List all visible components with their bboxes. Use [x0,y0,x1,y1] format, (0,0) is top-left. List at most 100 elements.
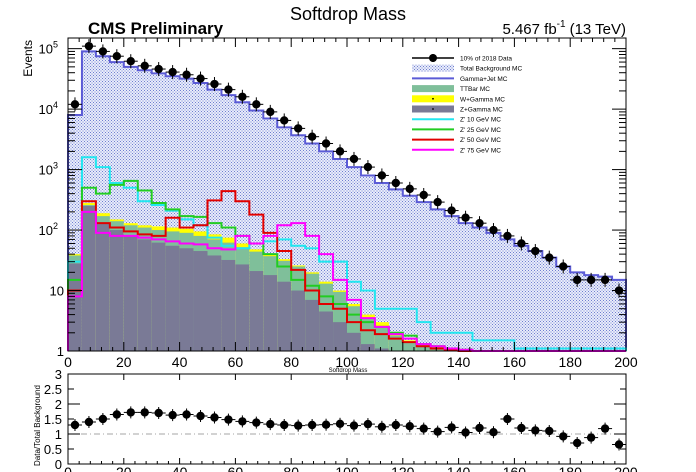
total-background-bin [514,245,529,351]
data-point [333,144,347,159]
ratio-plot-frame [67,373,627,465]
data-point [263,104,278,119]
z-gamma-mc-bin [333,322,348,351]
z-gamma-mc-bin [95,223,111,351]
data-point [514,236,529,251]
data-point [374,168,389,183]
legend-label: Z' 25 GeV MC [460,127,501,134]
data-point [81,39,96,54]
y-tick-label: 1 [57,344,64,359]
total-background-bin [458,223,473,351]
data-point [430,195,445,210]
ratio-x-tick-label: 60 [228,464,244,472]
ratio-point [221,413,236,426]
legend-label: Z+Gamma MC [460,107,503,114]
z-75-gev-mc-line [67,210,626,352]
z-gamma-mc-bin [221,259,236,351]
total-background-bin [598,276,613,351]
data-point [123,54,138,69]
x-tick-label: 60 [228,354,244,370]
chart-title: Softdrop Mass [290,4,406,24]
z-gamma-mc-bin [179,248,194,351]
total-background-bin [430,209,445,351]
ratio-point [444,421,459,434]
x-tick-label: 80 [283,354,299,370]
ratio-y-axis-label: Data/Total Background [33,385,42,466]
ratio-point [165,409,180,422]
legend-entry: Total Background MC [412,64,522,73]
z-gamma-mc-bin [374,348,390,351]
x-tick-label: 180 [559,354,583,370]
ratio-point [472,422,487,434]
x-tick-label: 0 [64,354,72,370]
ratio-x-tick-label: 140 [447,464,471,472]
experiment-label: CMS Preliminary [88,19,224,38]
data-point [235,89,250,104]
z-gamma-mc-bin [109,230,125,351]
ratio-point [95,413,110,425]
data-point [598,272,613,287]
z-gamma-mc-bin [249,271,264,351]
lumi-value: 5.467 fb [502,21,556,38]
total-background-bin [472,227,487,351]
data-point [402,181,417,196]
x-tick-label: 160 [503,354,527,370]
x-tick-label: 120 [391,354,415,370]
data-point [95,44,110,59]
main-plot: 0 20 40 60 80 100 120 140 160 180 200 1 10 102 103 104 1… [21,37,638,374]
legend-label: Z' 75 GeV MC [460,147,501,154]
data-point [388,176,403,191]
legend-label: 10% of 2018 Data [460,56,512,63]
legend-entry: W+Gamma MC [412,95,505,103]
data-point [542,250,557,265]
total-background-bin [360,175,376,351]
total-background-bin [402,195,418,351]
ratio-point [263,418,278,431]
x-tick-label: 20 [116,354,132,370]
z-gamma-mc-bin [291,290,306,351]
ratio-point [570,437,585,449]
ratio-point [556,430,571,443]
data-point [416,187,431,202]
ttbar-mc-bin [416,345,431,351]
data-point [472,216,487,231]
legend-entry: Z' 10 GeV MC [412,117,501,124]
data-point [207,77,222,92]
data-point [249,97,264,112]
data-point [137,58,152,73]
legend-swatch [412,64,454,72]
ratio-point [305,419,320,431]
ratio-point [319,418,334,431]
ratio-point [584,431,599,444]
ratio-y-tick-label: 3 [55,367,62,382]
ratio-point [179,408,194,421]
ratio-point [598,422,613,435]
ratio-x-tick-label: 120 [391,464,415,472]
ratio-point [346,419,361,432]
data-point [277,113,292,128]
z-gamma-mc-bin [277,281,292,351]
data-point [221,82,236,97]
legend-entry: Z' 50 GeV MC [412,137,501,144]
x-tick-label: 100 [335,354,359,370]
data-point [305,129,320,144]
energy-label: (13 TeV) [570,21,626,38]
lumi-superscript: -1 [557,19,566,30]
legend-entry: TTBar MC [412,85,490,93]
ratio-axes: 0 20 40 60 80 100 120 140 160 180 200 00.511.522.53 [44,367,638,472]
y-tick-label: 104 [39,100,58,117]
ratio-point [542,425,557,437]
ratio-x-tick-label: 0 [64,464,72,472]
y-axis-label: Events [21,40,35,77]
ratio-y-tick-label: 2.5 [44,382,62,397]
data-point [109,49,124,64]
ratio-point [81,416,96,428]
ratio-point [67,419,82,431]
ratio-y-tick-label: 0.5 [44,442,62,457]
legend: 10% of 2018 Data Total Background MC Gamma… [412,54,522,154]
z-gamma-mc-bin [165,245,180,351]
ratio-point [277,419,292,431]
z-10-gev-mc-line [67,156,627,351]
data-point [556,259,571,274]
ratio-point [402,420,417,433]
